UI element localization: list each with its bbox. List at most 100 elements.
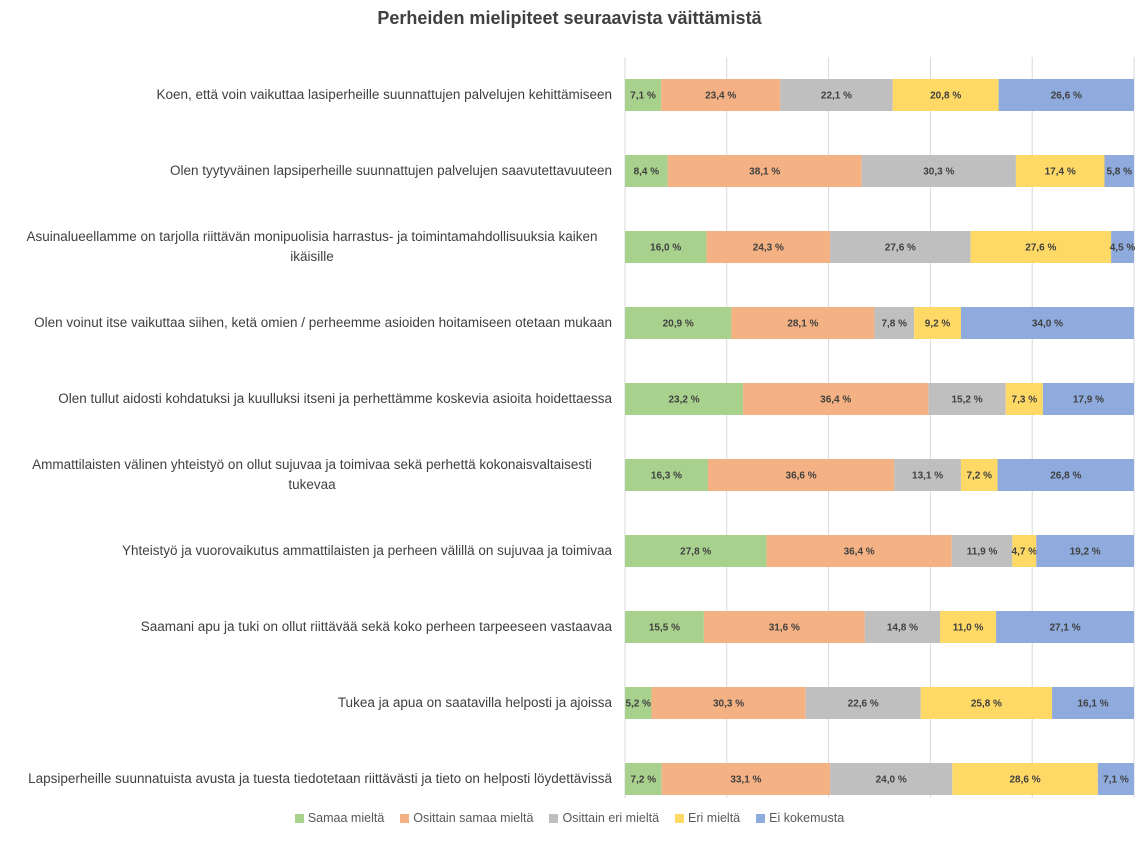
bar-segment [766, 535, 952, 567]
bar-segment [661, 79, 781, 111]
bar-segment [780, 79, 893, 111]
bar-segment [661, 763, 831, 795]
data-label: 24,3 % [753, 243, 784, 254]
category-label-box: Olen tyytyväinen lapsiperheille suunnatt… [2, 141, 612, 201]
category-label-box: Lapsiperheille suunnatuista avusta ja tu… [2, 749, 612, 809]
bar-segment [894, 459, 961, 491]
bar-segment [830, 231, 971, 263]
bar-segment [960, 307, 1134, 339]
data-label: 7,2 % [631, 775, 657, 786]
bar-segment [940, 611, 997, 643]
bar-segment [625, 307, 732, 339]
data-label: 22,1 % [821, 91, 852, 102]
bar-segment [707, 459, 895, 491]
bar-segment [667, 155, 862, 187]
data-label: 25,8 % [971, 699, 1002, 710]
legend-item: Samaa mieltä [294, 811, 385, 825]
data-label: 9,2 % [925, 319, 951, 330]
bar-segment [861, 155, 1016, 187]
data-label: 27,8 % [680, 547, 711, 558]
category-label-box: Asuinalueellamme on tarjolla riittävän m… [2, 217, 612, 277]
legend-swatch [294, 813, 304, 823]
data-label: 38,1 % [749, 167, 780, 178]
data-label: 27,6 % [885, 243, 916, 254]
data-label: 36,6 % [786, 471, 817, 482]
data-label: 15,2 % [951, 395, 982, 406]
bar-segment [625, 535, 767, 567]
bar-segment [706, 231, 831, 263]
category-label: Olen tullut aidosti kohdatuksi ja kuullu… [58, 391, 612, 406]
bar-segment [830, 763, 953, 795]
data-label: 14,8 % [887, 623, 918, 634]
data-label: 5,8 % [1106, 167, 1132, 178]
data-label: 4,7 % [1012, 547, 1038, 558]
bar-segment [625, 383, 744, 415]
bar-segment [892, 79, 999, 111]
data-label: 5,2 % [625, 699, 651, 710]
data-label: 15,5 % [649, 623, 680, 634]
data-label: 31,6 % [769, 623, 800, 634]
category-label: Asuinalueellamme on tarjolla riittävän m… [26, 229, 598, 264]
data-label: 17,9 % [1073, 395, 1104, 406]
data-label: 7,8 % [881, 319, 907, 330]
data-label: 13,1 % [912, 471, 943, 482]
data-label: 34,0 % [1032, 319, 1063, 330]
bar-segment [651, 687, 806, 719]
bar-segment [864, 611, 941, 643]
category-label: Lapsiperheille suunnatuista avusta ja tu… [28, 771, 612, 786]
data-label: 7,2 % [966, 471, 992, 482]
data-label: 19,2 % [1070, 547, 1101, 558]
data-label: 30,3 % [923, 167, 954, 178]
data-label: 28,1 % [787, 319, 818, 330]
legend-swatch [400, 813, 410, 823]
category-label: Tukea ja apua on saatavilla helposti ja … [337, 695, 612, 710]
data-label: 36,4 % [844, 547, 875, 558]
bar-segment [920, 687, 1053, 719]
bar-segment [1097, 763, 1134, 795]
category-label: Koen, että voin vaikuttaa lasiperheille … [156, 87, 612, 102]
bar-segment [952, 763, 1098, 795]
legend-swatch [675, 813, 685, 823]
bar-segment [874, 307, 915, 339]
bar-segment [1052, 687, 1134, 719]
data-label: 7,3 % [1012, 395, 1038, 406]
data-label: 23,4 % [705, 91, 736, 102]
category-label-box: Tukea ja apua on saatavilla helposti ja … [2, 673, 612, 733]
bar-segment [996, 611, 1134, 643]
data-label: 16,3 % [651, 471, 682, 482]
bar-segment [1111, 231, 1134, 263]
bar-segment [625, 687, 652, 719]
legend-item: Osittain samaa mieltä [400, 811, 533, 825]
data-label: 4,5 % [1110, 243, 1136, 254]
category-label-box: Koen, että voin vaikuttaa lasiperheille … [2, 65, 612, 125]
data-label: 7,1 % [1103, 775, 1129, 786]
legend-label: Samaa mieltä [307, 811, 385, 825]
data-label: 22,6 % [848, 699, 879, 710]
data-label: 20,9 % [663, 319, 694, 330]
category-label-box: Yhteistyö ja vuorovaikutus ammattilaiste… [2, 521, 612, 581]
data-label: 30,3 % [713, 699, 744, 710]
data-label: 16,1 % [1077, 699, 1108, 710]
data-label: 20,8 % [930, 91, 961, 102]
bar-segment [1005, 383, 1043, 415]
bar-segment [951, 535, 1013, 567]
bar-segment [997, 459, 1134, 491]
category-label: Yhteistyö ja vuorovaikutus ammattilaiste… [121, 543, 612, 558]
legend: Samaa mieltä Osittain samaa mieltä Osittai… [0, 811, 1139, 825]
data-label: 11,9 % [967, 547, 998, 558]
bar-segment [731, 307, 875, 339]
chart-title: Perheiden mielipiteet seuraavista väittä… [377, 8, 762, 28]
bar-segment [703, 611, 865, 643]
bar-segment [625, 459, 708, 491]
data-label: 17,4 % [1045, 167, 1076, 178]
bar-segment [1012, 535, 1037, 567]
bar-segment [805, 687, 921, 719]
bar-segment [625, 79, 662, 111]
category-label-box: Saamani apu ja tuki on ollut riittävää s… [2, 597, 612, 657]
data-label: 7,1 % [630, 91, 656, 102]
category-label: Olen tyytyväinen lapsiperheille suunnatt… [169, 163, 612, 178]
bar-segment [625, 611, 704, 643]
data-label: 27,6 % [1025, 243, 1056, 254]
data-label: 23,2 % [668, 395, 699, 406]
